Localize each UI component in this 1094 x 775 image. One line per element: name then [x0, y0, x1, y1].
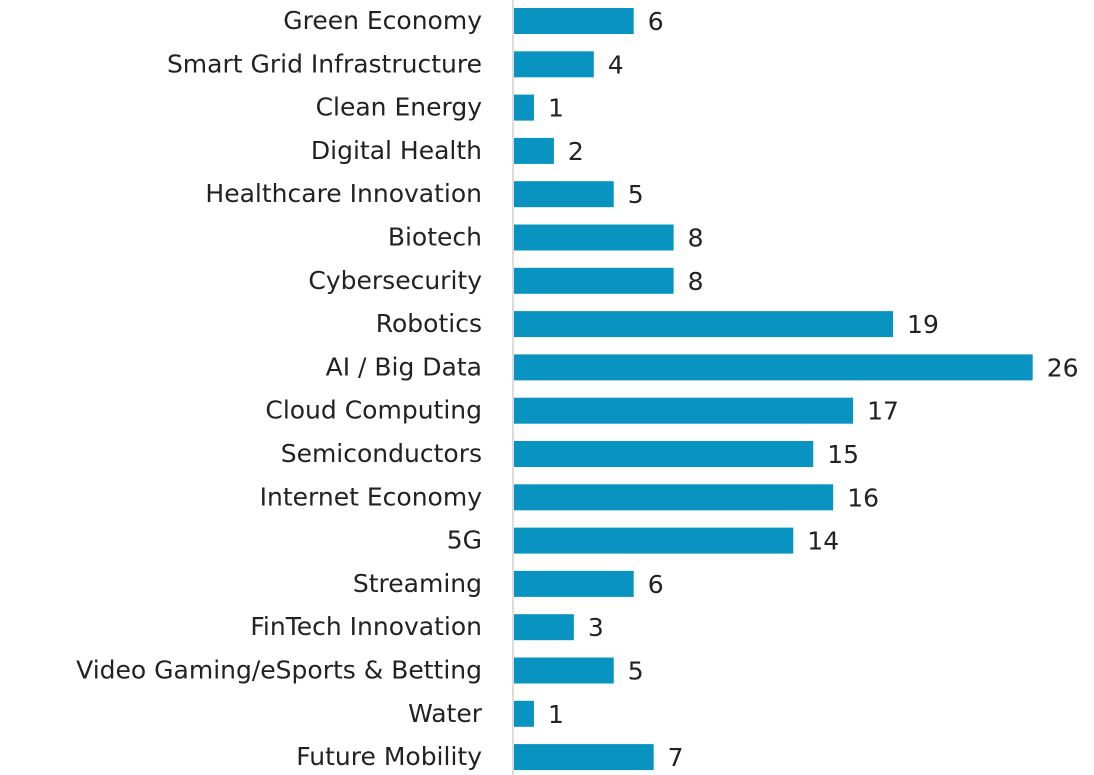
y-tick-label: Internet Economy	[260, 482, 483, 511]
bar	[514, 484, 834, 511]
bar	[514, 441, 814, 467]
y-tick-label: Cloud Computing	[265, 396, 482, 425]
y-tick-label: Video Gaming/eSports & Betting	[76, 656, 482, 685]
y-tick-label: Robotics	[376, 309, 482, 338]
data-label: 3	[588, 613, 604, 642]
bar	[514, 8, 634, 34]
data-label: 14	[807, 527, 839, 556]
bar	[514, 657, 614, 684]
bar	[514, 181, 614, 208]
data-label: 5	[628, 180, 644, 209]
bar	[514, 397, 854, 424]
data-label: 6	[648, 570, 664, 599]
bar	[514, 527, 794, 554]
data-label: 15	[827, 440, 859, 469]
data-label: 7	[668, 743, 684, 772]
y-tick-label: 5G	[447, 526, 482, 555]
data-label: 16	[847, 483, 879, 512]
data-label: 5	[628, 657, 644, 686]
bar	[514, 94, 534, 121]
data-label: 8	[688, 267, 704, 296]
y-tick-label: Clean Energy	[316, 93, 483, 122]
data-label: 26	[1047, 353, 1079, 382]
bar	[514, 744, 654, 771]
data-label: 1	[548, 94, 564, 123]
bar	[514, 311, 894, 338]
data-label: 19	[907, 310, 939, 339]
y-tick-label: Cybersecurity	[308, 266, 482, 295]
bar	[514, 51, 594, 78]
y-tick-label: Biotech	[388, 223, 482, 252]
y-tick-label: Semiconductors	[281, 439, 482, 468]
data-label: 2	[568, 137, 584, 166]
y-tick-label: Healthcare Innovation	[205, 179, 482, 208]
bar	[514, 614, 574, 641]
bar	[514, 224, 674, 251]
bar	[514, 267, 674, 294]
y-tick-label: Smart Grid Infrastructure	[167, 49, 482, 78]
y-tick-label: AI / Big Data	[326, 352, 482, 381]
data-label: 4	[608, 50, 624, 79]
y-tick-label: Digital Health	[311, 136, 482, 165]
bar	[514, 700, 534, 727]
bar	[514, 137, 554, 164]
data-label: 6	[648, 7, 664, 36]
y-tick-label: Future Mobility	[296, 742, 482, 771]
data-label: 17	[867, 397, 899, 426]
bar	[514, 570, 634, 597]
bar	[514, 354, 1033, 381]
y-tick-label: FinTech Innovation	[250, 612, 482, 641]
y-tick-label: Streaming	[353, 569, 482, 598]
y-tick-label: Water	[408, 699, 483, 728]
y-tick-label: Green Economy	[283, 6, 482, 35]
data-label: 8	[688, 224, 704, 253]
data-label: 1	[548, 700, 564, 729]
